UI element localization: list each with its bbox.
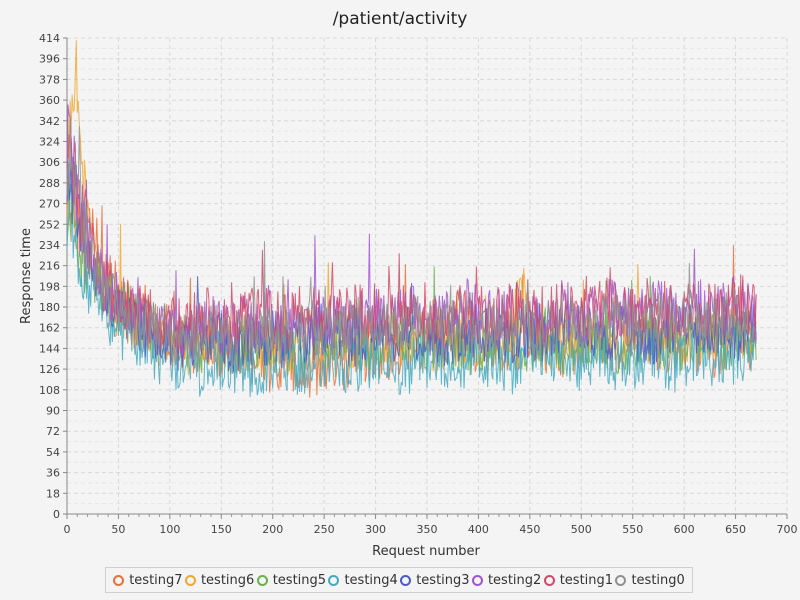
legend-item-testing3[interactable]: testing3 <box>400 572 470 588</box>
legend-marker-icon <box>400 574 412 586</box>
x-tick-label: 150 <box>211 523 232 536</box>
y-tick-label: 198 <box>39 280 60 293</box>
x-tick-label: 200 <box>262 523 283 536</box>
legend-marker-icon <box>471 574 483 586</box>
x-axis-title: Request number <box>372 544 480 559</box>
y-tick-label: 324 <box>39 135 60 148</box>
legend-item-testing6[interactable]: testing6 <box>184 572 255 588</box>
legend-item-testing0[interactable]: testing0 <box>615 572 685 588</box>
legend-label: testing5 <box>272 572 327 588</box>
legend: testing7 testing6 testing5 testing4 testing3… <box>105 567 693 593</box>
axes: 0 18 36 54 72 90 108 126 144 162 180 198 216 234 252 27… <box>39 32 798 536</box>
x-tick-label: 400 <box>468 523 489 536</box>
y-tick-label: 270 <box>39 198 60 211</box>
y-tick-label: 234 <box>39 239 60 252</box>
y-tick-label: 144 <box>39 342 60 355</box>
x-tick-label: 700 <box>777 523 798 536</box>
legend-label: testing4 <box>344 572 398 588</box>
x-tick-label: 0 <box>64 523 71 536</box>
x-tick-label: 550 <box>622 523 643 536</box>
y-axis-title: Response time <box>19 228 34 324</box>
y-tick-label: 54 <box>46 446 60 459</box>
legend-label: testing7 <box>129 572 183 588</box>
series-line-testing3 <box>66 147 757 373</box>
y-tick-label: 162 <box>39 322 60 335</box>
legend-marker-icon <box>543 574 555 586</box>
x-tick-label: 450 <box>519 523 540 536</box>
legend-label: testing2 <box>487 572 542 588</box>
y-tick-label: 378 <box>39 73 60 86</box>
y-tick-label: 36 <box>46 467 60 480</box>
y-tick-label: 18 <box>46 487 60 500</box>
x-tick-label: 50 <box>111 523 125 536</box>
series-layer <box>66 40 757 398</box>
y-tick-label: 306 <box>39 156 60 169</box>
legend-marker-icon <box>615 574 627 586</box>
y-tick-label: 288 <box>39 177 60 190</box>
legend-label: testing3 <box>416 572 470 588</box>
y-tick-label: 360 <box>39 94 60 107</box>
x-tick-label: 100 <box>159 523 180 536</box>
legend-label: testing0 <box>631 572 685 588</box>
legend-item-testing1[interactable]: testing1 <box>543 572 614 588</box>
x-tick-label: 350 <box>417 523 438 536</box>
legend-label: testing1 <box>559 572 614 588</box>
legend-marker-icon <box>256 574 268 586</box>
legend-item-testing7[interactable]: testing7 <box>113 572 183 588</box>
y-tick-label: 72 <box>46 425 60 438</box>
legend-marker-icon <box>328 574 340 586</box>
chart-title: /patient/activity <box>333 9 468 29</box>
x-tick-label: 650 <box>725 523 746 536</box>
x-tick-label: 250 <box>314 523 335 536</box>
legend-marker-icon <box>113 574 125 586</box>
y-tick-label: 342 <box>39 115 60 128</box>
y-tick-label: 180 <box>39 301 60 314</box>
y-tick-label: 0 <box>53 508 60 521</box>
y-tick-label: 90 <box>46 405 60 418</box>
legend-item-testing2[interactable]: testing2 <box>471 572 542 588</box>
legend-marker-icon <box>184 574 196 586</box>
y-tick-label: 108 <box>39 384 60 397</box>
x-tick-label: 600 <box>674 523 695 536</box>
y-tick-label: 396 <box>39 53 60 66</box>
x-tick-label: 500 <box>571 523 592 536</box>
series-line-testing0 <box>66 119 757 367</box>
legend-item-testing4[interactable]: testing4 <box>328 572 398 588</box>
legend-item-testing5[interactable]: testing5 <box>256 572 327 588</box>
y-tick-label: 126 <box>39 363 60 376</box>
y-tick-label: 252 <box>39 218 60 231</box>
y-tick-label: 216 <box>39 260 60 273</box>
legend-label: testing6 <box>200 572 255 588</box>
x-tick-label: 300 <box>365 523 386 536</box>
y-tick-label: 414 <box>39 32 60 45</box>
